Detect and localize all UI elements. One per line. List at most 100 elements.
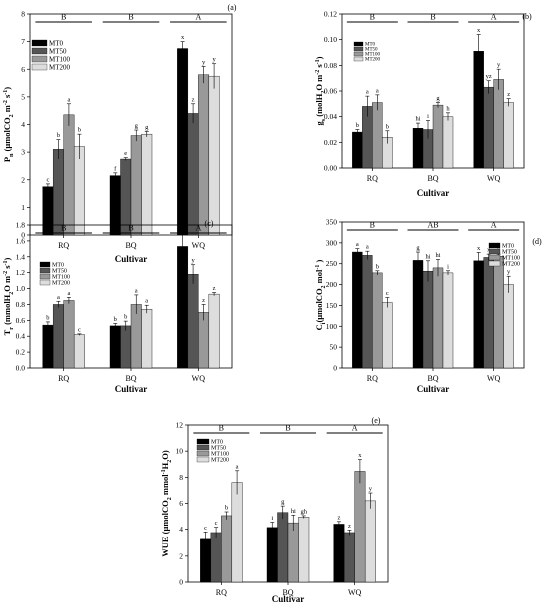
legend-swatch [39, 279, 51, 286]
y-axis-label-part: O m [314, 75, 324, 91]
legend-label: MT100 [52, 275, 70, 281]
bar-mt200 [442, 116, 454, 169]
y-tick-label: 0.0 [16, 364, 26, 373]
y-tick-label: 50 [330, 343, 338, 352]
bar-mt200 [208, 75, 220, 236]
y-tick-label: 300 [326, 238, 338, 247]
y-axis-label-part: 2 [9, 292, 15, 295]
bar-mt200 [73, 334, 85, 369]
y-axis-label-part: -2 [3, 271, 9, 276]
legend-swatch [31, 63, 48, 71]
legend-swatch [196, 450, 210, 457]
y-axis-label-part: C [314, 324, 324, 330]
group-significance-letter: AB [427, 221, 438, 230]
significance-letter: h [446, 105, 450, 112]
legend-swatch [39, 273, 51, 280]
legend-label: MT200 [52, 281, 70, 287]
y-tick-label: 0.06 [324, 87, 337, 96]
bar-mt50 [52, 304, 64, 369]
legend-label: MT200 [502, 262, 520, 268]
y-axis-label-part: 2 [167, 460, 173, 463]
y-tick-label: 0 [333, 364, 337, 373]
y-tick-label: 10 [176, 447, 184, 456]
bar-mt200 [503, 102, 514, 169]
group-significance-letter: B [219, 424, 224, 433]
y-axis-label-part: r [9, 327, 15, 330]
bar-mt100 [198, 312, 210, 369]
y-axis-label: gs (molH2O m-2 s-1) [314, 56, 327, 125]
bar-mt50 [343, 532, 355, 583]
y-axis-label-part: -1 [315, 59, 321, 64]
bar-mt0 [412, 260, 424, 369]
y-axis-label-part: ) [314, 259, 324, 264]
y-axis-label-part: WUE (μmolCO [160, 500, 170, 557]
significance-letter: a [67, 290, 70, 297]
bar-mt200 [141, 133, 153, 236]
bar-mt100 [63, 114, 75, 236]
x-tick-label: RQ [367, 174, 378, 183]
y-tick-label: 350 [326, 218, 338, 227]
y-axis-label: Tr (mmolH2O m-2 s-1) [2, 257, 15, 335]
significance-letter: i [447, 263, 449, 270]
y-tick-label: 1.4 [16, 252, 26, 261]
x-tick-label: RQ [58, 241, 69, 250]
bar-mt100 [198, 74, 210, 236]
bar-mt0 [412, 128, 424, 169]
x-axis-label: Cultivar [417, 384, 450, 394]
y-tick-label: 3 [21, 148, 25, 157]
y-axis-label-part: O m [2, 276, 12, 292]
group-significance-letter: A [352, 424, 358, 433]
significance-letter: x [181, 34, 185, 41]
y-axis-label-part: (molH [314, 93, 324, 119]
group-significance-letter: B [61, 224, 66, 233]
y-tick-label: 7 [21, 37, 25, 46]
group-significance-letter: B [370, 221, 375, 230]
significance-letter: a [67, 96, 70, 103]
legend-label: MT50 [502, 250, 517, 256]
y-tick-label: 0.12 [324, 10, 337, 19]
bar-mt0 [473, 260, 484, 369]
y-axis-label-part: (μmolCO [2, 117, 12, 154]
y-tick-label: 250 [326, 259, 338, 268]
group-significance-letter: B [370, 13, 375, 22]
bar-mt100 [432, 104, 444, 169]
bar-mt100 [372, 102, 383, 169]
significance-letter: z [507, 91, 510, 98]
y-axis-label-part: -1 [3, 260, 9, 265]
bar-mt0 [177, 48, 189, 236]
significance-letter: f [114, 165, 117, 172]
legend-swatch [196, 456, 210, 463]
group-significance-letter: B [128, 224, 133, 233]
x-tick-label: BQ [282, 588, 293, 597]
panel-label: (c) [205, 219, 214, 228]
legend-swatch [488, 248, 501, 255]
significance-letter: a [356, 241, 359, 248]
bar-mt200 [364, 500, 376, 583]
significance-letter: e [124, 150, 127, 157]
legend-swatch [353, 56, 364, 62]
bar-mt50 [187, 274, 199, 369]
legend-swatch [31, 39, 48, 47]
legend-swatch [31, 47, 48, 55]
y-axis-label-part: m [2, 105, 12, 114]
y-tick-label: 0 [179, 578, 183, 587]
bar-mt0 [177, 246, 189, 369]
y-tick-label: 200 [326, 280, 338, 289]
y-axis-label-part: s [321, 118, 327, 121]
significance-letter: a [57, 294, 60, 301]
bar-mt50 [120, 325, 132, 369]
significance-letter: g [416, 245, 420, 252]
bar-mt0 [352, 251, 363, 369]
legend-label: MT0 [365, 43, 376, 48]
bar-mt0 [109, 175, 121, 236]
y-axis-label-part: ) [314, 56, 324, 59]
legend-label: MT50 [52, 269, 67, 275]
significance-letter: x [477, 27, 481, 34]
bar-mt50 [483, 257, 494, 369]
significance-letter: c [204, 525, 207, 532]
significance-letter: c [78, 326, 81, 333]
y-tick-label: 1.2 [16, 268, 26, 277]
